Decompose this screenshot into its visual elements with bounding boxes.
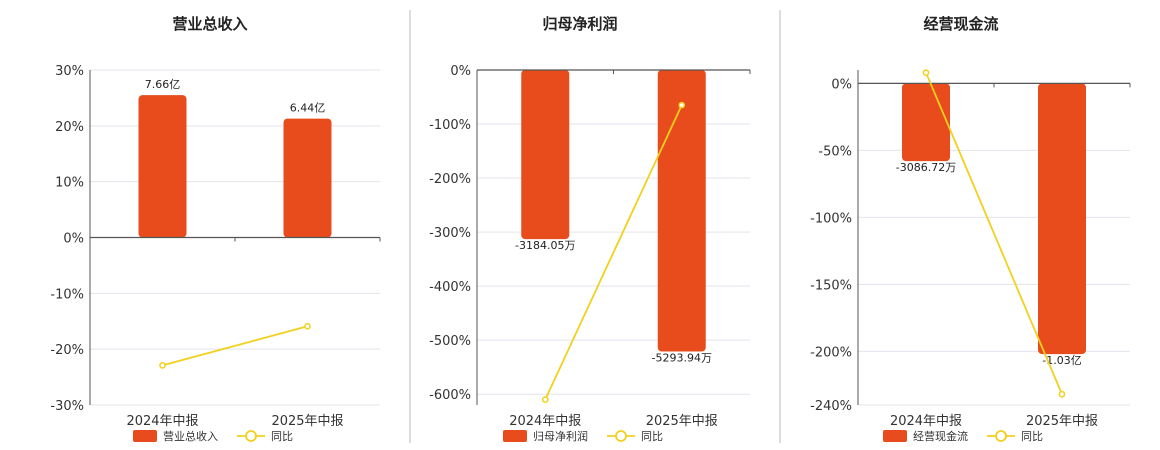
bar-data-label: -5293.94万 (652, 352, 712, 365)
bar (283, 118, 332, 238)
y-tick-label: -100% (429, 118, 471, 133)
legend-label: 经营现金流 (913, 429, 968, 443)
legend-label: 归母净利润 (533, 429, 588, 443)
y-tick-label: -600% (429, 388, 471, 403)
legend-line-marker (245, 430, 257, 442)
bar-data-label: 6.44亿 (290, 102, 326, 115)
y-tick-label: -200% (429, 172, 471, 187)
yoy-point (678, 101, 686, 109)
legend-bar-swatch (883, 430, 907, 442)
legend-line-marker (995, 430, 1007, 442)
bar-data-label: -3184.05万 (515, 239, 575, 252)
y-tick-label: -50% (818, 144, 852, 159)
bar-data-label: 7.66亿 (145, 78, 181, 91)
y-tick-label: 0% (450, 64, 471, 79)
chart-title: 经营现金流 (923, 15, 998, 33)
x-tick-label: 2025年中报 (646, 414, 718, 429)
yoy-line (162, 325, 308, 367)
bar-data-label: -1.03亿 (1042, 354, 1081, 367)
yoy-line (925, 72, 1063, 395)
y-tick-label: -200% (810, 345, 852, 360)
legend-label: 同比 (271, 430, 293, 443)
y-tick-label: 20% (55, 120, 84, 135)
y-tick-label: -30% (50, 399, 84, 414)
x-tick-label: 2025年中报 (271, 414, 343, 429)
legend-bar-swatch (133, 430, 157, 442)
bar (521, 70, 570, 240)
y-tick-label: 0% (831, 77, 852, 92)
y-tick-label: -240% (810, 399, 852, 414)
yoy-point (1058, 390, 1066, 398)
y-tick-label: 30% (55, 64, 84, 79)
chart-title: 营业总收入 (172, 15, 247, 33)
legend-bar-swatch (503, 430, 527, 442)
bar (1038, 83, 1086, 355)
legend-label: 营业总收入 (163, 429, 218, 443)
yoy-point (922, 69, 930, 77)
chart-title: 归母净利润 (542, 15, 617, 33)
y-tick-label: -500% (429, 334, 471, 349)
y-tick-label: -10% (50, 287, 84, 302)
y-tick-label: -100% (810, 211, 852, 226)
y-tick-label: -400% (429, 280, 471, 295)
legend-label: 同比 (1021, 430, 1043, 443)
x-tick-label: 2024年中报 (890, 414, 962, 429)
y-tick-label: -20% (50, 343, 84, 358)
x-tick-label: 2024年中报 (509, 414, 581, 429)
yoy-point (304, 322, 311, 330)
y-tick-label: 10% (55, 176, 84, 191)
bar (657, 70, 706, 352)
legend-line-marker (615, 430, 627, 442)
yoy-point (159, 362, 166, 369)
yoy-line (544, 104, 683, 400)
y-tick-label: 0% (63, 232, 84, 247)
bar (902, 83, 950, 162)
y-tick-label: -300% (429, 226, 471, 241)
y-tick-label: -150% (810, 278, 852, 293)
yoy-point (541, 396, 549, 403)
bar (138, 95, 187, 238)
x-tick-label: 2024年中报 (126, 414, 198, 429)
x-tick-label: 2025年中报 (1026, 414, 1098, 429)
bar-data-label: -3086.72万 (896, 161, 956, 174)
legend-label: 同比 (641, 430, 663, 443)
